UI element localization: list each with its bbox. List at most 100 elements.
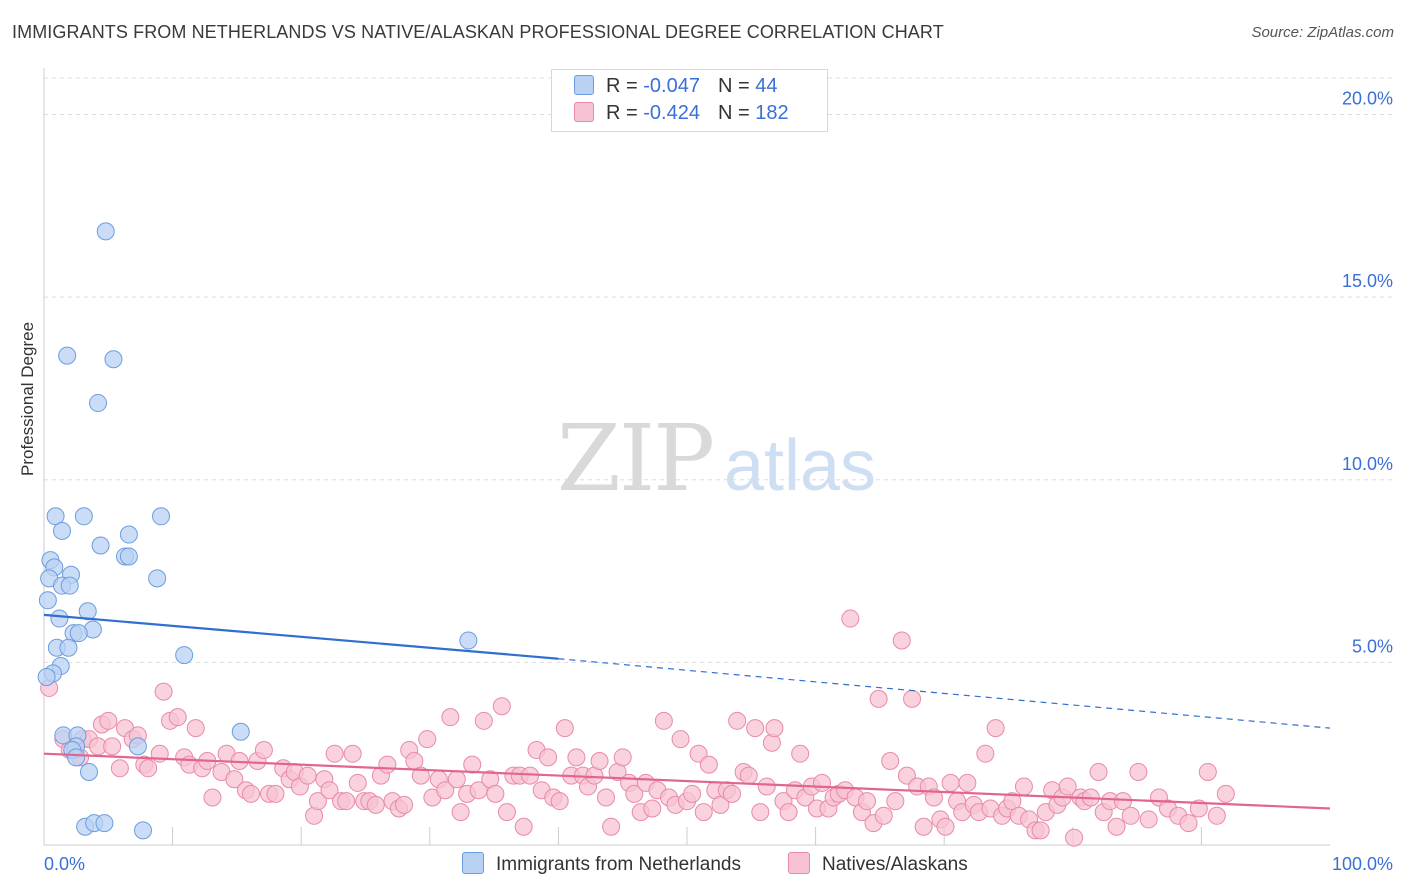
legend-r-value: -0.047 — [643, 75, 700, 97]
data-point-natives — [395, 795, 414, 814]
data-point-natives — [881, 751, 900, 770]
trend-lines — [43, 613, 1331, 810]
data-point-natives — [1179, 814, 1198, 833]
legend-row-netherlands: R = -0.047 N = 44 — [574, 75, 777, 99]
data-point-netherlands — [91, 536, 110, 555]
data-point-natives — [858, 792, 877, 811]
data-point-natives — [418, 730, 437, 749]
source-label: Source: ZipAtlas.com — [1251, 24, 1394, 41]
data-point-natives — [813, 773, 832, 792]
data-point-natives — [474, 711, 493, 730]
data-point-natives — [941, 773, 960, 792]
data-point-natives — [436, 781, 455, 800]
bottom-legend-natives: Natives/Alaskans — [788, 852, 968, 876]
legend-n-value: 44 — [755, 75, 778, 97]
data-point-natives — [892, 631, 911, 650]
data-point-netherlands — [53, 521, 72, 540]
data-point-natives — [596, 788, 615, 807]
data-point-natives — [1189, 799, 1208, 818]
data-point-natives — [1139, 810, 1158, 829]
data-point-natives — [757, 777, 776, 796]
data-point-natives — [337, 792, 356, 811]
data-point-natives — [936, 817, 955, 836]
data-point-natives — [683, 784, 702, 803]
data-point-natives — [869, 689, 888, 708]
data-point-natives — [723, 784, 742, 803]
data-point-natives — [486, 784, 505, 803]
data-point-natives — [550, 792, 569, 811]
data-point-natives — [1014, 777, 1033, 796]
bottom-legend-swatch-pink — [788, 852, 810, 874]
legend-row-natives: R = -0.424 N = 182 — [574, 102, 789, 126]
data-point-netherlands — [104, 350, 123, 369]
data-point-natives — [897, 766, 916, 785]
data-point-natives — [242, 784, 261, 803]
series-natives-alaskans — [40, 609, 1235, 847]
data-point-natives — [886, 792, 905, 811]
data-point-natives — [914, 817, 933, 836]
x-tick-label: 100.0% — [1332, 854, 1393, 874]
data-point-netherlands — [80, 762, 99, 781]
data-point-netherlands — [50, 609, 69, 628]
data-point-natives — [762, 733, 781, 752]
watermark-atlas: atlas — [724, 426, 876, 506]
trend-line-netherlands — [43, 613, 559, 660]
y-tick-label: 20.0% — [1342, 89, 1393, 109]
legend-r-label: R = — [606, 102, 638, 124]
data-point-natives — [699, 755, 718, 774]
data-point-natives — [103, 737, 122, 756]
data-point-natives — [779, 803, 798, 822]
data-point-natives — [254, 741, 273, 760]
data-point-natives — [343, 744, 362, 763]
data-point-natives — [1113, 792, 1132, 811]
data-point-natives — [1129, 762, 1148, 781]
data-point-natives — [1216, 784, 1235, 803]
data-point-netherlands — [128, 737, 147, 756]
data-point-natives — [266, 784, 285, 803]
data-point-netherlands — [119, 547, 138, 566]
data-point-natives — [986, 719, 1005, 738]
data-point-natives — [168, 708, 187, 727]
data-point-natives — [1207, 806, 1226, 825]
legend-n-label: N = — [717, 75, 750, 97]
data-point-natives — [746, 719, 765, 738]
data-point-natives — [378, 755, 397, 774]
legend-swatch-pink — [574, 102, 594, 122]
legend-r-value: -0.424 — [643, 102, 700, 124]
chart-title: IMMIGRANTS FROM NETHERLANDS VS NATIVE/AL… — [12, 22, 944, 42]
data-point-natives — [654, 711, 673, 730]
data-point-netherlands — [134, 821, 153, 840]
y-tick-label: 15.0% — [1342, 271, 1393, 291]
data-point-netherlands — [67, 748, 86, 767]
data-point-natives — [625, 784, 644, 803]
data-point-netherlands — [78, 602, 97, 621]
trend-line-natives — [43, 752, 1331, 810]
data-point-natives — [694, 803, 713, 822]
data-point-natives — [497, 803, 516, 822]
data-point-netherlands — [459, 631, 478, 650]
watermark: ZIP atlas — [557, 405, 876, 512]
data-point-natives — [1058, 777, 1077, 796]
y-tick-label: 5.0% — [1352, 636, 1393, 656]
data-point-netherlands — [95, 814, 114, 833]
data-point-natives — [728, 711, 747, 730]
data-point-natives — [110, 759, 129, 778]
data-point-natives — [1031, 821, 1050, 840]
data-point-natives — [1065, 828, 1084, 847]
data-point-netherlands — [69, 624, 88, 643]
data-point-natives — [348, 773, 367, 792]
grid-layer — [44, 77, 1392, 663]
data-point-natives — [298, 766, 317, 785]
data-point-natives — [1107, 817, 1126, 836]
bottom-legend-netherlands: Immigrants from Netherlands — [462, 852, 741, 876]
data-point-natives — [1198, 762, 1217, 781]
data-point-natives — [602, 817, 621, 836]
data-point-natives — [320, 781, 339, 800]
bottom-legend-label: Natives/Alaskans — [822, 854, 968, 875]
data-point-netherlands — [119, 525, 138, 544]
y-tick-label: 10.0% — [1342, 454, 1393, 474]
data-point-natives — [976, 744, 995, 763]
data-point-netherlands — [96, 222, 115, 241]
data-point-netherlands — [231, 722, 250, 741]
data-point-natives — [186, 719, 205, 738]
